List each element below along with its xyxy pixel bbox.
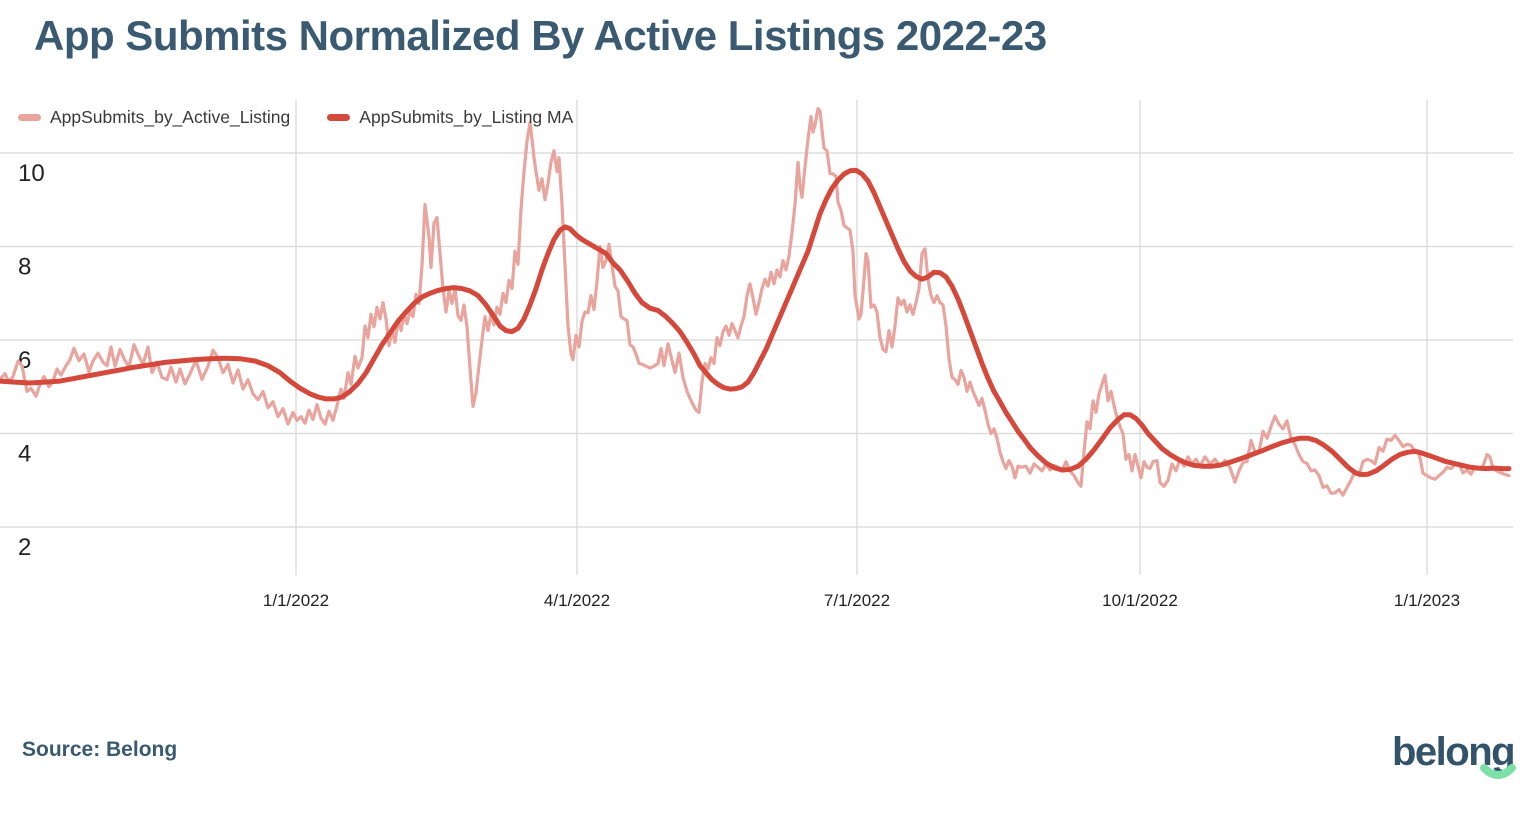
series-line-ma: [0, 167, 1512, 478]
belong-logo: belong: [1392, 730, 1516, 782]
legend-item-listing-ma[interactable]: AppSubmits_by_Listing MA: [327, 107, 573, 128]
y-tick-label: 8: [18, 254, 31, 281]
page-title: App Submits Normalized By Active Listing…: [34, 12, 1047, 59]
x-tick-label: 7/1/2022: [824, 591, 890, 610]
x-tick-label: 10/1/2022: [1102, 591, 1178, 610]
y-tick-label: 6: [18, 347, 31, 374]
x-tick-label: 1/1/2023: [1394, 591, 1460, 610]
y-tick-label: 2: [18, 534, 31, 561]
chart-legend: AppSubmits_by_Active_Listing AppSubmits_…: [18, 105, 573, 129]
legend-swatch-pink: [18, 113, 41, 121]
legend-swatch-red: [327, 113, 351, 121]
y-tick-label: 10: [18, 160, 45, 187]
x-tick-label: 1/1/2022: [263, 591, 329, 610]
belong-logo-text: belong: [1392, 730, 1516, 774]
x-tick-label: 4/1/2022: [544, 591, 610, 610]
legend-label: AppSubmits_by_Active_Listing: [50, 106, 291, 127]
source-note: Source: Belong: [22, 738, 178, 761]
y-tick-label: 4: [18, 441, 31, 468]
legend-item-active-listing[interactable]: AppSubmits_by_Active_Listing: [18, 107, 290, 128]
series-line-active-listing: [0, 106, 1511, 497]
legend-label: AppSubmits_by_Listing MA: [359, 106, 574, 127]
belong-smile-icon: [1480, 764, 1516, 779]
